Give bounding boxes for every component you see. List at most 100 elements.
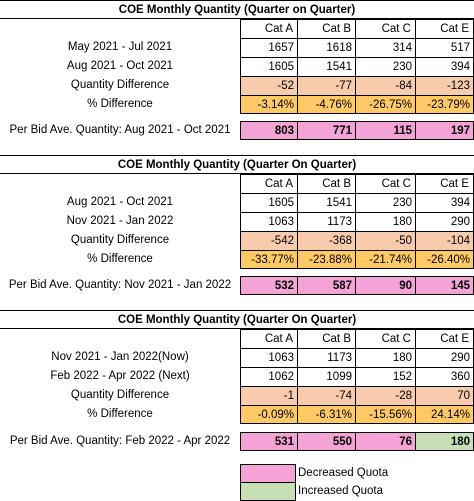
- cell-cat-c: -15.56%: [355, 405, 415, 424]
- row-label: Aug 2021 - Oct 2021: [66, 196, 174, 208]
- legend-increased-label: Increased Quota: [298, 485, 384, 497]
- bid-cat-b: 587: [297, 276, 355, 295]
- cell-cat-e: 290: [415, 348, 474, 367]
- section2-header-row: Cat A Cat B Cat C Cat E: [0, 174, 474, 193]
- bid-cat-b: 771: [297, 121, 355, 140]
- bid-cat-e: 180: [415, 432, 474, 451]
- row-label: Feb 2022 - Apr 2022 (Next): [50, 370, 190, 382]
- cell-cat-e: 394: [415, 57, 474, 76]
- section2-bid-row: Per Bid Ave. Quantity: Nov 2021 - Jan 20…: [0, 276, 474, 295]
- cell-cat-a: -1: [240, 386, 297, 405]
- cell-cat-e: 290: [415, 212, 474, 231]
- section2-title: COE Monthly Quantity (Quarter On Quarter…: [0, 155, 474, 174]
- section3-bid-row: Per Bid Ave. Quantity: Feb 2022 - Apr 20…: [0, 432, 474, 451]
- bid-cat-a: 803: [240, 121, 297, 140]
- row-label: % Difference: [87, 253, 153, 265]
- bid-cat-a: 531: [240, 432, 297, 451]
- cell-cat-e: -123: [415, 76, 474, 95]
- section1-pct-diff-row: % Difference -3.14% -4.76% -26.75% -23.7…: [0, 95, 474, 114]
- row-label: Quantity Difference: [70, 234, 170, 246]
- bid-cat-b: 550: [297, 432, 355, 451]
- header-cat-b: Cat B: [297, 19, 355, 38]
- cell-cat-b: -6.31%: [297, 405, 355, 424]
- bid-cat-e: 197: [415, 121, 474, 140]
- cell-cat-c: -84: [355, 76, 415, 95]
- cell-cat-c: 314: [355, 38, 415, 57]
- cell-cat-b: 1173: [297, 348, 355, 367]
- bid-label: Per Bid Ave. Quantity: Nov 2021 - Jan 20…: [8, 279, 232, 291]
- cell-cat-a: 1657: [240, 38, 297, 57]
- section2-pct-diff-row: % Difference -33.77% -23.88% -21.74% -26…: [0, 250, 474, 269]
- cell-cat-b: 1173: [297, 212, 355, 231]
- header-cat-c: Cat C: [355, 19, 415, 38]
- header-cat-e: Cat E: [415, 329, 474, 348]
- cell-cat-c: 180: [355, 348, 415, 367]
- cell-cat-e: 70: [415, 386, 474, 405]
- cell-cat-c: 180: [355, 212, 415, 231]
- cell-cat-c: -26.75%: [355, 95, 415, 114]
- section1-header-row: Cat A Cat B Cat C Cat E: [0, 19, 474, 38]
- header-cat-b: Cat B: [297, 174, 355, 193]
- header-cat-a: Cat A: [240, 329, 297, 348]
- legend-increased-swatch: [240, 482, 296, 501]
- header-cat-e: Cat E: [415, 19, 474, 38]
- cell-cat-b: -77: [297, 76, 355, 95]
- cell-cat-c: 230: [355, 57, 415, 76]
- section3-row-2: Feb 2022 - Apr 2022 (Next) 1062 1099 152…: [0, 367, 474, 386]
- header-cat-a: Cat A: [240, 174, 297, 193]
- row-label: Quantity Difference: [70, 79, 170, 91]
- section2-row-2: Nov 2021 - Jan 2022 1063 1173 180 290: [0, 212, 474, 231]
- cell-cat-a: 1605: [240, 57, 297, 76]
- cell-cat-c: 230: [355, 193, 415, 212]
- bid-cat-c: 115: [355, 121, 415, 140]
- row-label: % Difference: [87, 98, 153, 110]
- cell-cat-b: 1099: [297, 367, 355, 386]
- bid-cat-a: 532: [240, 276, 297, 295]
- cell-cat-a: -33.77%: [240, 250, 297, 269]
- section3-title: COE Monthly Quantity (Quarter On Quarter…: [0, 310, 474, 329]
- cell-cat-b: 1541: [297, 57, 355, 76]
- cell-cat-b: 1541: [297, 193, 355, 212]
- cell-cat-c: -21.74%: [355, 250, 415, 269]
- row-label: Nov 2021 - Jan 2022: [66, 215, 174, 227]
- cell-cat-c: -28: [355, 386, 415, 405]
- cell-cat-e: 394: [415, 193, 474, 212]
- cell-cat-a: -3.14%: [240, 95, 297, 114]
- cell-cat-e: -104: [415, 231, 474, 250]
- bid-cat-c: 90: [355, 276, 415, 295]
- section3-title-row: COE Monthly Quantity (Quarter On Quarter…: [0, 310, 474, 329]
- cell-cat-c: -50: [355, 231, 415, 250]
- section1-bid-row: Per Bid Ave. Quantity: Aug 2021 - Oct 20…: [0, 121, 474, 140]
- cell-cat-a: -52: [240, 76, 297, 95]
- cell-cat-b: 1618: [297, 38, 355, 57]
- cell-cat-a: 1605: [240, 193, 297, 212]
- header-cat-c: Cat C: [355, 174, 415, 193]
- cell-cat-a: -0.09%: [240, 405, 297, 424]
- section2-row-1: Aug 2021 - Oct 2021 1605 1541 230 394: [0, 193, 474, 212]
- section2-qty-diff-row: Quantity Difference -542 -368 -50 -104: [0, 231, 474, 250]
- section2-title-row: COE Monthly Quantity (Quarter On Quarter…: [0, 155, 474, 174]
- cell-cat-e: 360: [415, 367, 474, 386]
- row-label: Quantity Difference: [70, 389, 170, 401]
- section3-row-1: Nov 2021 - Jan 2022(Now) 1063 1173 180 2…: [0, 348, 474, 367]
- cell-cat-a: 1062: [240, 367, 297, 386]
- cell-cat-a: -542: [240, 231, 297, 250]
- section1-row-1: May 2021 - Jul 2021 1657 1618 314 517: [0, 38, 474, 57]
- header-cat-a: Cat A: [240, 19, 297, 38]
- cell-cat-e: 517: [415, 38, 474, 57]
- row-label: May 2021 - Jul 2021: [67, 41, 173, 53]
- section3-header-row: Cat A Cat B Cat C Cat E: [0, 329, 474, 348]
- legend-decreased-label: Decreased Quota: [298, 467, 389, 479]
- cell-cat-b: -368: [297, 231, 355, 250]
- header-cat-e: Cat E: [415, 174, 474, 193]
- bid-label: Per Bid Ave. Quantity: Feb 2022 - Apr 20…: [9, 435, 231, 447]
- cell-cat-e: -23.79%: [415, 95, 474, 114]
- section1-title-row: COE Monthly Quantity (Quarter on Quarter…: [0, 0, 474, 19]
- cell-cat-e: -26.40%: [415, 250, 474, 269]
- cell-cat-e: 24.14%: [415, 405, 474, 424]
- section1-row-2: Aug 2021 - Oct 2021 1605 1541 230 394: [0, 57, 474, 76]
- bid-cat-c: 76: [355, 432, 415, 451]
- header-cat-c: Cat C: [355, 329, 415, 348]
- cell-cat-a: 1063: [240, 348, 297, 367]
